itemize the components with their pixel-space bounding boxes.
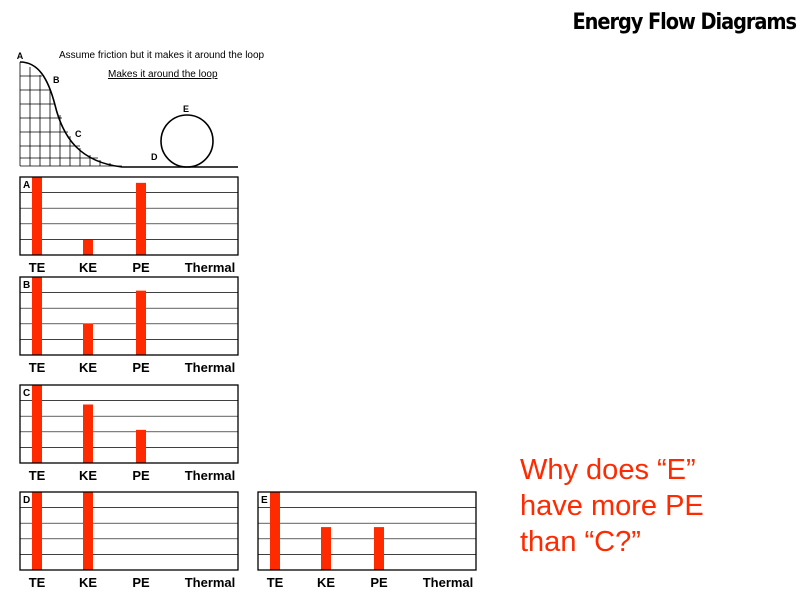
point-label-a: A <box>17 51 24 61</box>
loop-note: Makes it around the loop <box>108 69 218 80</box>
energy-chart-a: A TE KE PE Thermal <box>19 176 250 279</box>
question-line-2: have more PE <box>520 490 704 522</box>
category-label: TE <box>29 260 46 275</box>
bar-te <box>32 277 42 355</box>
point-label-e: E <box>183 104 189 114</box>
bar-pe <box>136 182 146 255</box>
category-label: KE <box>79 468 97 483</box>
category-label: Thermal <box>423 575 474 590</box>
point-label-b: B <box>53 75 60 85</box>
category-label: TE <box>29 468 46 483</box>
bar-pe <box>136 290 146 355</box>
category-label: TE <box>29 575 46 590</box>
category-label: TE <box>29 360 46 375</box>
track-diagram: A B C D E <box>17 51 238 168</box>
chart-svg: D TE KE PE Thermal <box>19 491 239 590</box>
energy-chart-b: B TE KE PE Thermal <box>19 276 250 379</box>
category-label: KE <box>79 575 97 590</box>
chart-svg: E TE KE PE Thermal <box>257 491 477 590</box>
energy-chart-e: E TE KE PE Thermal <box>257 491 488 594</box>
chart-frame <box>19 176 239 256</box>
chart-frame <box>19 276 239 356</box>
assumption-note: Assume friction but it makes it around t… <box>59 50 265 61</box>
point-label-d: D <box>151 152 158 162</box>
category-label: KE <box>317 575 335 590</box>
category-label: Thermal <box>185 575 236 590</box>
bar-te <box>32 385 42 463</box>
chart-title: E <box>261 495 268 506</box>
question-line-3: than “C?” <box>520 526 641 558</box>
point-label-c: C <box>75 129 82 139</box>
category-label: PE <box>132 575 150 590</box>
track-grid <box>19 62 111 166</box>
bar-pe <box>374 527 384 570</box>
bar-te <box>270 492 280 570</box>
energy-chart-d: D TE KE PE Thermal <box>19 491 250 594</box>
bar-pe <box>136 429 146 463</box>
track-curve <box>19 61 238 168</box>
chart-title: C <box>23 388 30 399</box>
chart-frame <box>19 491 239 571</box>
chart-frame <box>257 491 477 571</box>
energy-chart-c: C TE KE PE Thermal <box>19 384 250 487</box>
bar-te <box>32 177 42 255</box>
category-label: Thermal <box>185 360 236 375</box>
category-label: PE <box>132 360 150 375</box>
chart-frame <box>19 384 239 464</box>
page-title: Energy Flow Diagrams <box>572 10 797 35</box>
category-label: TE <box>267 575 284 590</box>
bar-te <box>32 492 42 570</box>
bar-ke <box>321 527 331 570</box>
bar-ke <box>83 404 93 463</box>
loop-circle <box>160 114 214 168</box>
category-label: KE <box>79 260 97 275</box>
category-label: PE <box>132 468 150 483</box>
bar-ke <box>83 492 93 570</box>
chart-svg: C TE KE PE Thermal <box>19 384 239 483</box>
chart-title: D <box>23 495 30 506</box>
chart-title: B <box>23 280 30 291</box>
category-label: Thermal <box>185 260 236 275</box>
chart-svg: B TE KE PE Thermal <box>19 276 239 375</box>
chart-title: A <box>23 180 30 191</box>
question-line-1: Why does “E” <box>520 454 696 486</box>
category-label: PE <box>370 575 388 590</box>
category-label: PE <box>132 260 150 275</box>
category-label: KE <box>79 360 97 375</box>
bar-ke <box>83 239 93 255</box>
question-text: Why does “E” have more PE than “C?” <box>520 452 704 560</box>
category-label: Thermal <box>185 468 236 483</box>
bar-ke <box>83 323 93 355</box>
chart-svg: A TE KE PE Thermal <box>19 176 239 275</box>
